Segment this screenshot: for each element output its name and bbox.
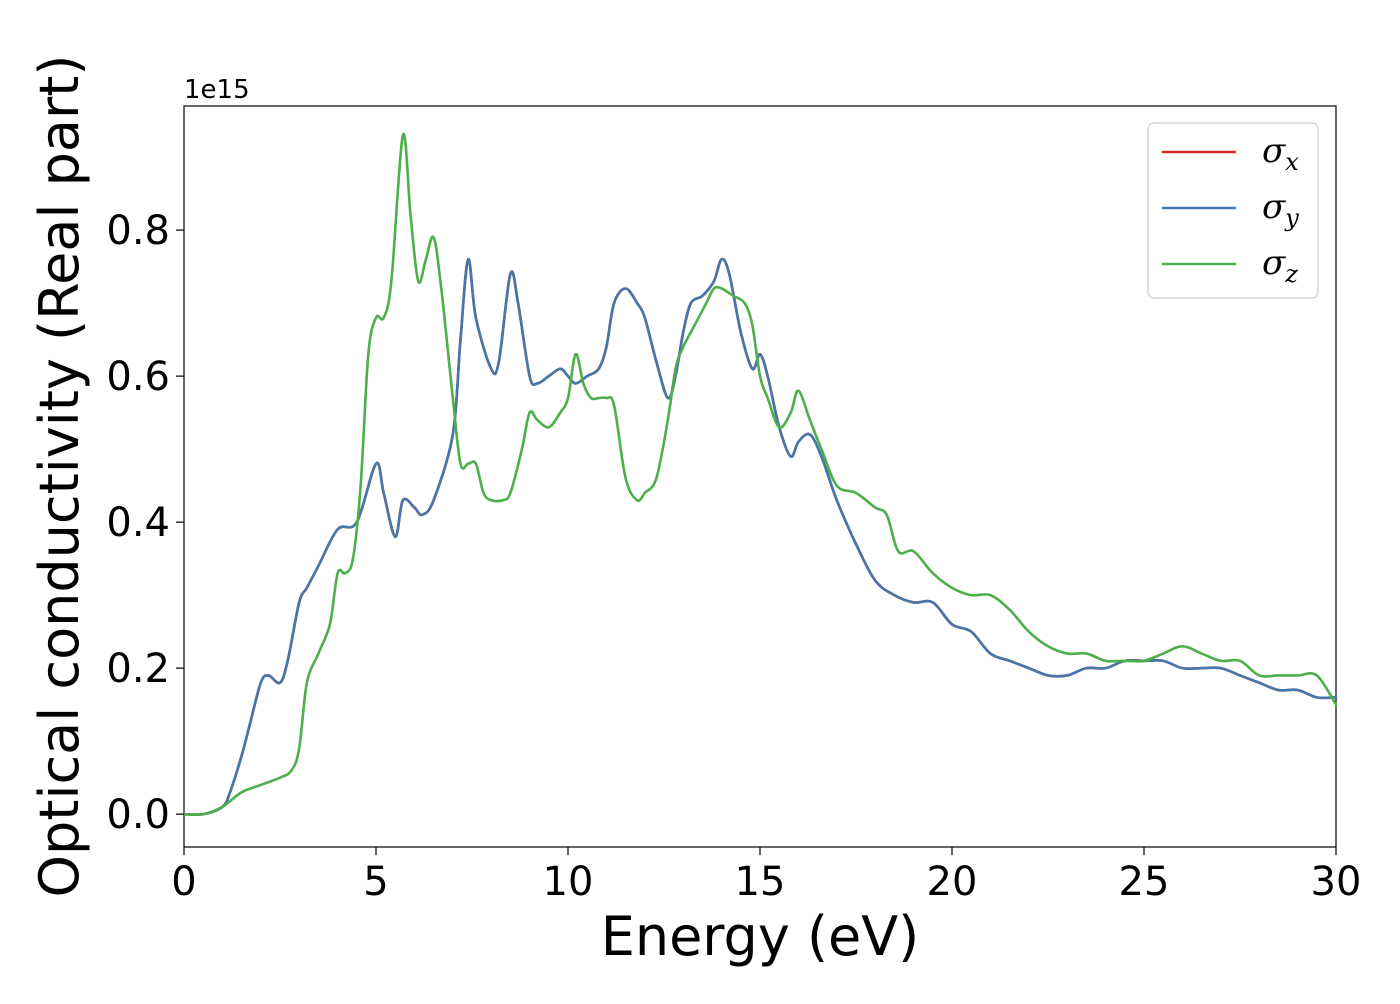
y-axis: 0.0 0.2 0.4 0.6 0.8	[106, 208, 184, 838]
x-tick-label: 10	[543, 859, 594, 905]
x-axis-label: Energy (eV)	[601, 905, 920, 968]
x-tick-label: 20	[927, 859, 978, 905]
y-tick-label: 0.4	[106, 500, 170, 546]
y-tick-label: 0.2	[106, 646, 170, 692]
series-line-σy	[182, 257, 1338, 816]
y-tick-label: 0.8	[106, 208, 170, 254]
y-axis-offset-text: 1e15	[184, 75, 250, 105]
series-line-σz	[182, 132, 1338, 816]
x-tick-label: 15	[735, 859, 786, 905]
plot-area-frame	[183, 105, 1337, 848]
series-layer	[182, 132, 1338, 816]
y-tick-label: 0.0	[106, 792, 170, 838]
y-axis-label: Optical conductivity (Real part)	[28, 55, 91, 898]
y-tick-label: 0.6	[106, 354, 170, 400]
x-tick-label: 0	[171, 859, 196, 905]
x-tick-label: 30	[1311, 859, 1362, 905]
legend-box	[1147, 122, 1319, 299]
x-tick-label: 25	[1119, 859, 1170, 905]
x-tick-label: 5	[363, 859, 388, 905]
x-axis: 0 5 10 15 20 25 30	[171, 847, 1361, 905]
